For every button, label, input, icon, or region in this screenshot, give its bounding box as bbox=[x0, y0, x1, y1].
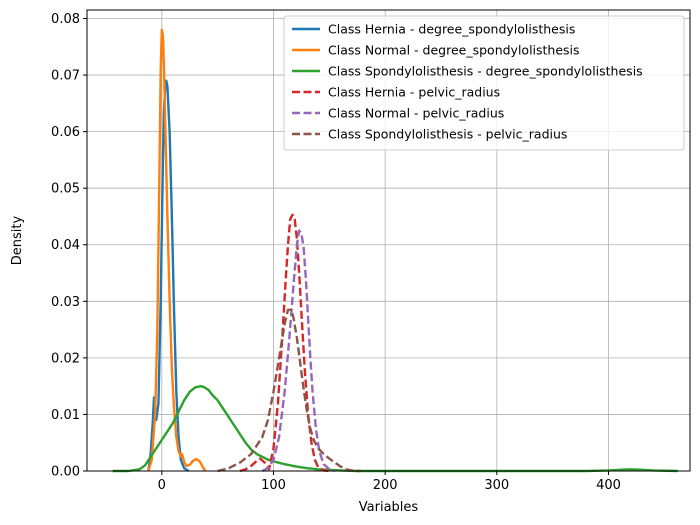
x-tick-label: 200 bbox=[373, 478, 398, 493]
legend-entry-label: Class Hernia - degree_spondylolisthesis bbox=[328, 22, 575, 37]
y-tick-label: 0.03 bbox=[51, 295, 80, 310]
legend-entry-label: Class Normal - degree_spondylolisthesis bbox=[328, 43, 580, 58]
y-axis-label: Density bbox=[10, 215, 25, 265]
y-tick-label: 0.06 bbox=[51, 125, 80, 140]
plot-frame bbox=[86, 9, 691, 472]
series-line-4 bbox=[239, 213, 330, 473]
x-axis-label: Variables bbox=[359, 500, 419, 515]
y-tick-label: 0.04 bbox=[51, 238, 80, 253]
x-tick-label: 400 bbox=[596, 478, 621, 493]
legend: Class Hernia - degree_spondylolisthesis C… bbox=[283, 15, 685, 151]
y-tick-label: 0.00 bbox=[51, 465, 80, 480]
legend-box bbox=[283, 15, 685, 151]
y-tick-label: 0.07 bbox=[51, 69, 80, 84]
y-tick-label: 0.05 bbox=[51, 182, 80, 197]
y-tick-label: 0.01 bbox=[51, 408, 80, 423]
x-tick-label: 300 bbox=[484, 478, 509, 493]
series-line-2 bbox=[147, 28, 207, 472]
x-tick-label: 100 bbox=[261, 478, 286, 493]
y-tick-label: 0.02 bbox=[51, 351, 80, 366]
legend-entry-label: Class Hernia - pelvic_radius bbox=[328, 85, 500, 100]
series-line-5 bbox=[261, 229, 336, 473]
y-tick-label: 0.08 bbox=[51, 12, 80, 27]
legend-entry-label: Class Normal - pelvic_radius bbox=[328, 106, 504, 121]
series-line-6 bbox=[217, 308, 361, 473]
x-tick-label: 0 bbox=[158, 478, 166, 493]
series-line-3 bbox=[112, 384, 678, 473]
legend-entry-label: Class Spondylolisthesis - pelvic_radius bbox=[328, 127, 567, 142]
axis-ticks: 0 100 200 300 400 0.00 0.01 0.02 0.03 0.04 0.05 0.0… bbox=[51, 12, 621, 493]
legend-entry-label: Class Spondylolisthesis - degree_spondyl… bbox=[328, 64, 643, 79]
